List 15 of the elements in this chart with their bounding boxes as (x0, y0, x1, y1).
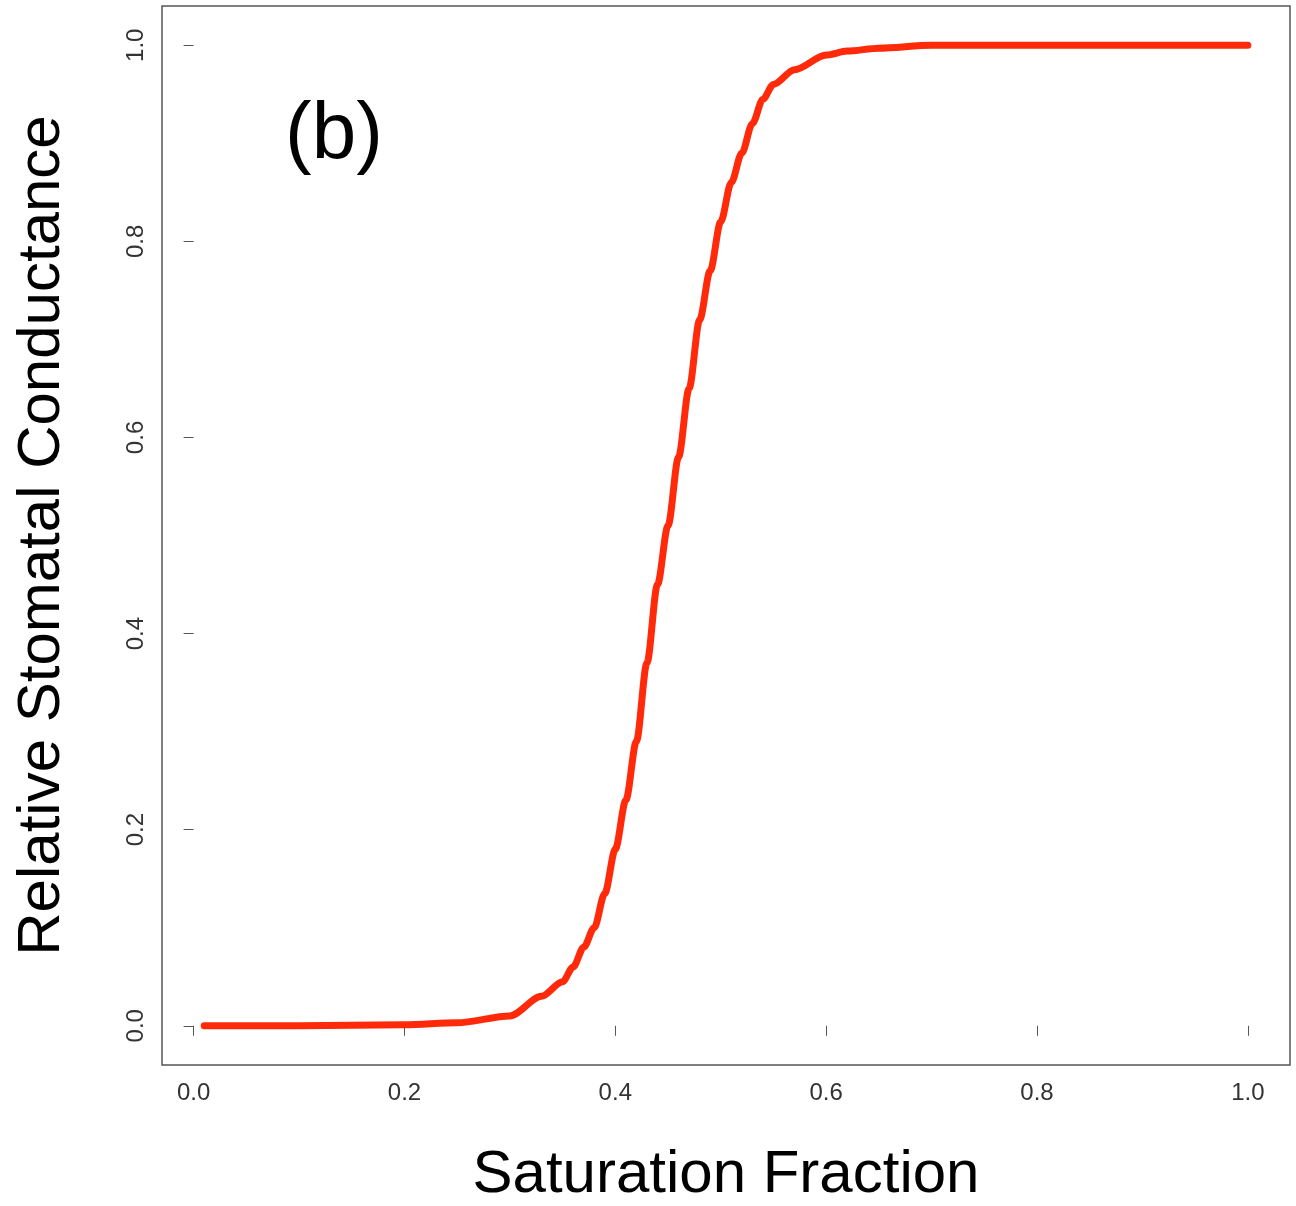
annotation: (b) (285, 85, 383, 175)
y-tick-label: 0.4 (120, 616, 148, 651)
y-tick-label: 0.6 (120, 420, 148, 455)
y-tick-label: 1.0 (120, 28, 148, 62)
y-tick-label: 0.0 (120, 1009, 148, 1043)
y-tick-label: 0.2 (120, 812, 148, 847)
x-tick-label: 0.6 (809, 1077, 843, 1105)
x-tick-label: 1.0 (1231, 1077, 1265, 1105)
y-tick-label: 0.8 (120, 224, 148, 259)
x-tick-label: 0.2 (387, 1077, 422, 1105)
x-tick-label: 0.4 (598, 1077, 632, 1105)
x-tick-label: 0.0 (176, 1077, 211, 1105)
x-tick-label: 0.8 (1020, 1077, 1054, 1105)
x-axis-title: Saturation Fraction (472, 1137, 980, 1205)
y-axis-title: Relative Stomatal Conductance (4, 115, 72, 956)
